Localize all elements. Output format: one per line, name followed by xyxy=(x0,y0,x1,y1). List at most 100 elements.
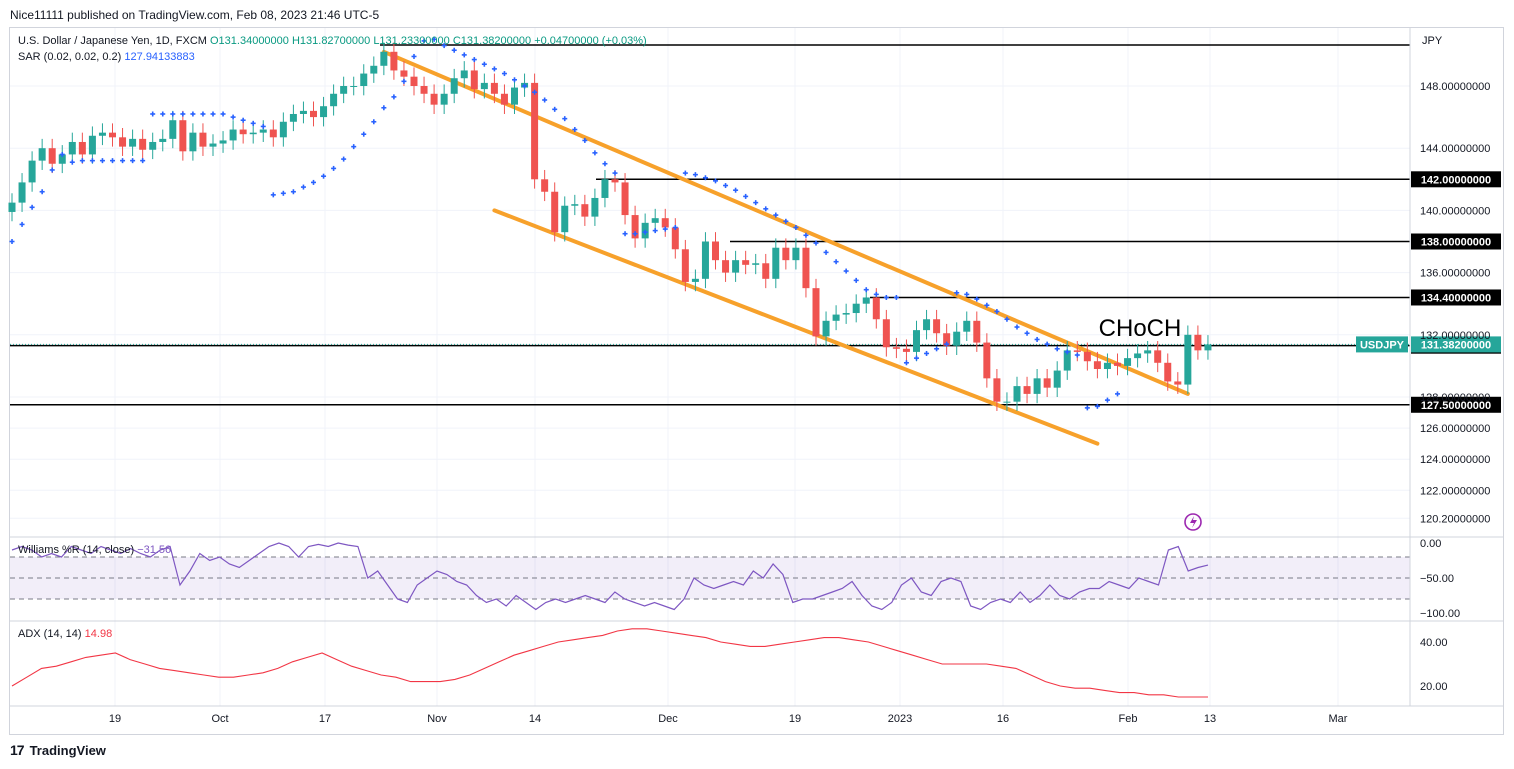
sar-dot xyxy=(49,167,55,173)
candle-body xyxy=(289,113,297,122)
sar-dot xyxy=(19,221,25,227)
candle-body xyxy=(1174,381,1182,385)
sar-dot xyxy=(311,179,316,185)
candle-body xyxy=(350,86,358,87)
candle-body xyxy=(611,179,619,183)
sar-dot xyxy=(1034,336,1040,342)
sar-dot xyxy=(99,158,105,164)
parabolic-sar xyxy=(9,36,1120,411)
time-tick-label: 16 xyxy=(997,713,1009,725)
candle-body xyxy=(400,70,408,77)
candle-body xyxy=(330,93,338,107)
sar-dot xyxy=(632,231,638,237)
sar-dot xyxy=(230,114,236,120)
sar-dot xyxy=(642,229,648,235)
candle-body xyxy=(269,129,277,138)
sar-dot xyxy=(1024,330,1030,336)
lightning-icon xyxy=(1184,513,1202,531)
sar-dot xyxy=(351,144,357,150)
last-price-label: 131.38200000 xyxy=(1421,339,1491,351)
candle-body xyxy=(360,73,368,86)
sar-dot xyxy=(763,206,769,212)
sar-dot xyxy=(773,212,779,218)
sar-dot xyxy=(210,111,216,117)
candle-body xyxy=(511,87,518,105)
candle-body xyxy=(581,204,589,217)
adx-line xyxy=(11,628,1208,698)
time-tick-label: 2023 xyxy=(888,713,912,725)
sar-dot xyxy=(713,178,718,184)
adx-legend: ADX (14, 14) 14.98 xyxy=(18,628,112,640)
candle-body xyxy=(460,70,468,79)
sar-dot xyxy=(602,161,608,167)
candle-body xyxy=(1154,350,1162,363)
candle-body xyxy=(239,129,247,135)
sar-dot xyxy=(401,78,407,84)
candle-body xyxy=(681,249,689,282)
sar-dot xyxy=(361,131,367,137)
candle-body xyxy=(18,182,26,203)
time-tick-label: Mar xyxy=(1329,713,1348,725)
candle-body xyxy=(973,320,981,343)
adx-tick-label: 40.00 xyxy=(1420,637,1448,649)
sar-dot xyxy=(9,239,15,244)
adx-panel: 40.00 20.00 xyxy=(11,628,1448,698)
level-label: 138.00000000 xyxy=(1421,237,1491,249)
candle-body xyxy=(591,197,599,217)
candle-body xyxy=(1063,350,1071,371)
sar-dot xyxy=(1094,403,1100,409)
sar-dot xyxy=(662,226,668,232)
sar-dot xyxy=(190,111,196,117)
candle-body xyxy=(219,140,227,144)
sar-dot xyxy=(743,193,749,199)
candle-body xyxy=(410,76,418,86)
candle-body xyxy=(149,141,157,150)
candle-body xyxy=(1003,401,1011,403)
candle-body xyxy=(872,297,880,320)
candle-body xyxy=(671,227,679,250)
candle-body xyxy=(380,51,388,66)
sar-dot xyxy=(974,296,980,302)
candle-body xyxy=(370,65,378,74)
sar-dot xyxy=(260,123,266,129)
candle-body xyxy=(1043,378,1051,388)
candle-body xyxy=(38,148,46,161)
level-label: 134.40000000 xyxy=(1421,292,1491,304)
sar-dot xyxy=(69,159,75,165)
sar-dot xyxy=(512,77,517,83)
sar-dot xyxy=(130,158,136,164)
sar-dot xyxy=(220,111,226,117)
tradingview-footer[interactable]: 17 TradingView xyxy=(10,742,106,758)
currency-label: JPY xyxy=(1422,35,1443,47)
sar-dot xyxy=(391,94,397,100)
price-tick-label: 140.00000000 xyxy=(1420,205,1490,217)
candle-body xyxy=(279,121,287,138)
sar-value: 127.94133883 xyxy=(124,51,195,63)
sar-dot xyxy=(1115,391,1120,397)
candle-body xyxy=(1033,378,1041,394)
candle-body xyxy=(732,260,740,273)
candle-body xyxy=(933,319,941,334)
ohlc-values: O131.34000000 H131.82700000 L131.2330000… xyxy=(210,35,647,47)
time-tick-label: 13 xyxy=(1204,713,1216,725)
last-price-box xyxy=(1411,336,1501,353)
candle-body xyxy=(119,137,127,147)
sar-dot xyxy=(1014,324,1020,330)
sar-dot xyxy=(79,158,85,164)
sar-dot xyxy=(461,52,467,58)
sar-dot xyxy=(853,277,859,283)
sar-dot xyxy=(120,158,126,164)
candle-body xyxy=(1093,361,1101,370)
candle-body xyxy=(259,129,267,133)
adx-label: ADX (14, 14) xyxy=(18,628,82,640)
axes: 148.00000000 144.00000000 140.00000000 136.… xyxy=(10,28,1504,725)
sar-dot xyxy=(331,165,337,171)
candle-body xyxy=(691,278,699,282)
level-label-box xyxy=(1411,171,1501,188)
sar-dot xyxy=(652,228,658,234)
adx-tick-label: 20.00 xyxy=(1420,681,1448,693)
time-tick-label: 14 xyxy=(529,713,541,725)
sar-dot xyxy=(994,308,1000,314)
time-tick-label: 19 xyxy=(789,713,801,725)
